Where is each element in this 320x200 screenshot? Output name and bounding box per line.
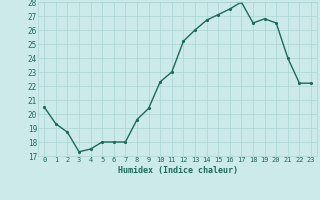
X-axis label: Humidex (Indice chaleur): Humidex (Indice chaleur) — [118, 166, 238, 175]
